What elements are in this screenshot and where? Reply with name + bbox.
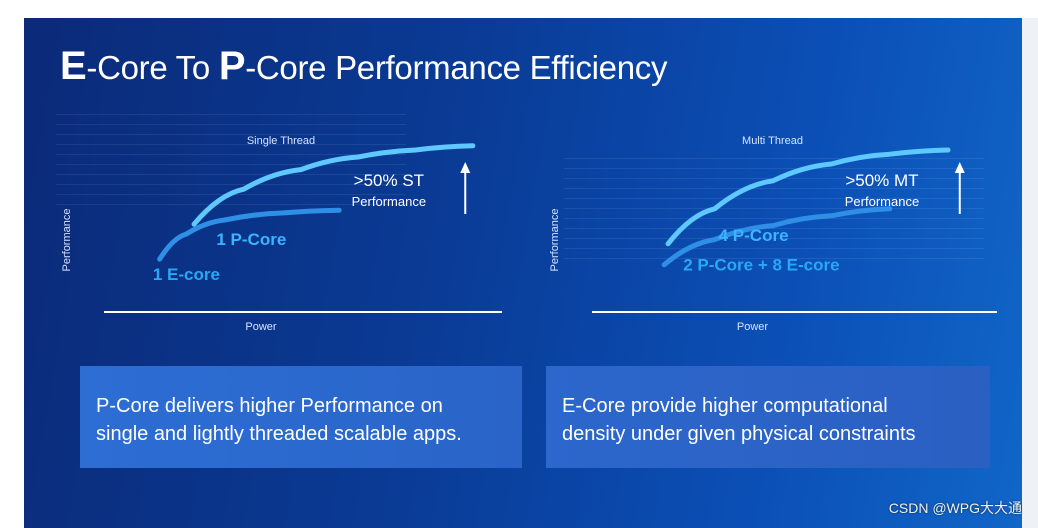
x-axis-label: Power: [245, 321, 277, 333]
annotation-subline: Performance: [352, 194, 426, 209]
chart-title: Single Thread: [247, 135, 315, 147]
x-axis-label: Power: [737, 321, 769, 333]
series-label-0: 4 P-Core: [719, 226, 789, 245]
title-end: -Core Performance Efficiency: [245, 49, 668, 86]
series-line-1: [661, 206, 893, 268]
title-mid: -Core To: [86, 49, 219, 86]
title-e-letter: E: [60, 44, 87, 88]
title-p-letter: P: [218, 44, 246, 88]
chart-title: Multi Thread: [742, 135, 803, 147]
e-core-info-line-1: E-Core provide higher computational: [562, 395, 888, 417]
p-core-info-line-2: single and lightly threaded scalable app…: [96, 423, 462, 445]
annotation-headline: >50% ST: [354, 171, 424, 190]
annotation-headline: >50% MT: [845, 171, 918, 190]
page-scrollbar[interactable]: [1022, 18, 1038, 528]
decor-stripes-right: [564, 158, 984, 268]
watermark-text: CSDN @WPG大大通: [888, 500, 1022, 516]
up-arrow-head-icon: [460, 162, 471, 173]
p-core-info-box: P-Core delivers higher Performance on si…: [80, 366, 522, 468]
p-core-info-line-1: P-Core delivers higher Performance on: [96, 395, 443, 417]
y-axis-label: Performance: [549, 209, 561, 272]
slide-title: E-Core To P-Core Performance Efficiency: [60, 44, 668, 89]
e-core-info-line-2: density under given physical constraints: [562, 423, 916, 445]
series-label-0: 1 P-Core: [216, 230, 286, 249]
series-label-1: 2 P-Core + 8 E-core: [683, 255, 839, 274]
up-arrow-head-icon: [954, 162, 965, 173]
series-line-1: [157, 207, 342, 262]
annotation-subline: Performance: [845, 194, 919, 209]
series-line-0: [191, 143, 476, 227]
decor-stripes-left: [56, 114, 406, 214]
series-line-0: [665, 147, 951, 247]
series-label-1: 1 E-core: [153, 265, 220, 284]
single-thread-chart: Single Thread Power Performance 1 P-Core 1 E…: [61, 135, 502, 333]
multi-thread-chart: Multi Thread Power Performance 4 P-Core 2 P-…: [549, 135, 997, 333]
e-core-info-box: E-Core provide higher computational dens…: [546, 366, 990, 468]
y-axis-label: Performance: [61, 209, 73, 272]
slide: E-Core To P-Core Performance Efficiency …: [24, 18, 1022, 528]
